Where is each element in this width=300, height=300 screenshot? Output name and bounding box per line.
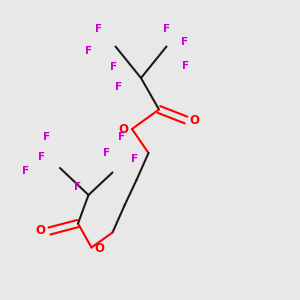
Text: F: F (181, 37, 188, 47)
Text: F: F (95, 23, 103, 34)
Text: F: F (182, 61, 190, 71)
Text: F: F (110, 62, 118, 73)
Text: O: O (94, 242, 104, 256)
Text: O: O (118, 122, 129, 136)
Text: F: F (38, 152, 46, 163)
Text: F: F (85, 46, 92, 56)
Text: F: F (163, 23, 170, 34)
Text: F: F (115, 82, 122, 92)
Text: F: F (103, 148, 110, 158)
Text: O: O (35, 224, 46, 238)
Text: F: F (118, 131, 125, 142)
Text: F: F (74, 182, 82, 193)
Text: F: F (131, 154, 139, 164)
Text: F: F (22, 166, 29, 176)
Text: F: F (43, 131, 50, 142)
Text: O: O (189, 113, 200, 127)
